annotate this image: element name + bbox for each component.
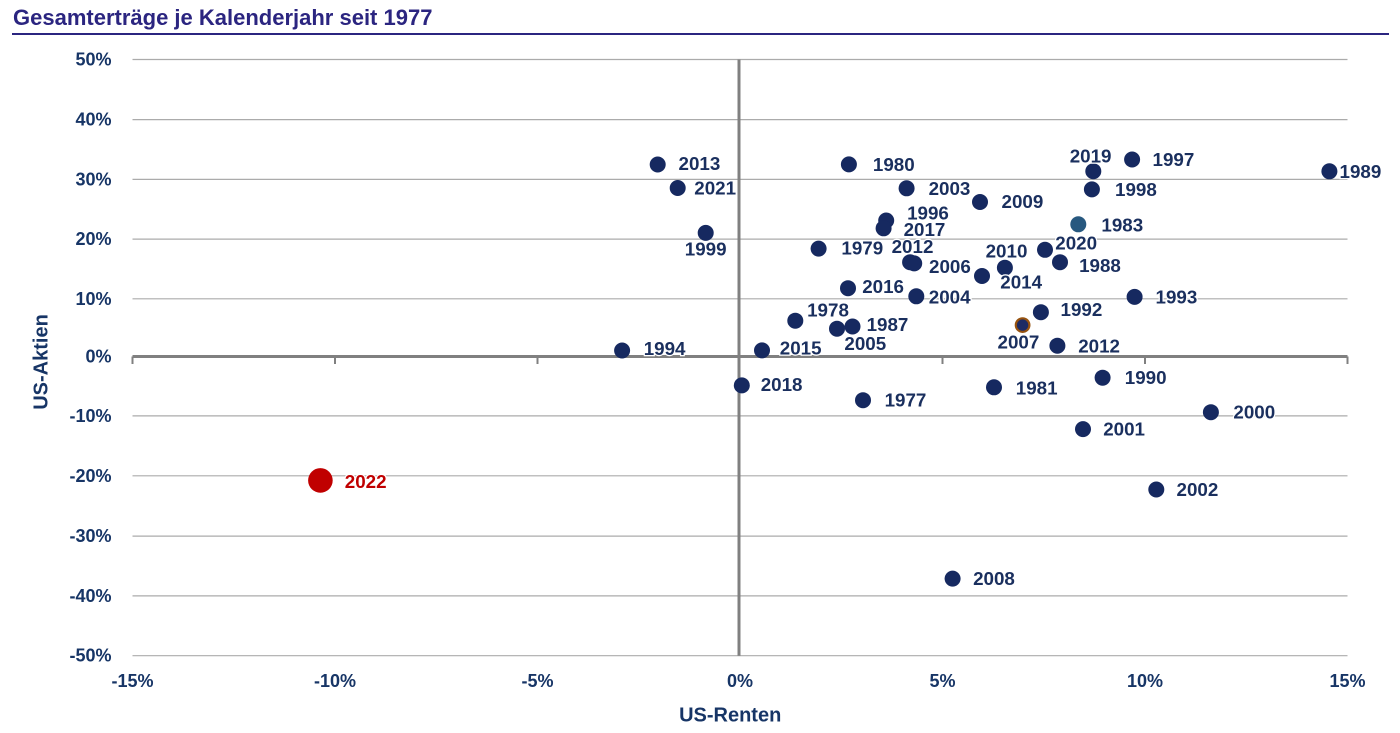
- svg-text:2013: 2013: [679, 153, 721, 174]
- svg-text:1983: 1983: [1101, 215, 1143, 236]
- svg-text:-40%: -40%: [69, 586, 111, 606]
- svg-text:2003: 2003: [929, 178, 971, 199]
- svg-text:2016: 2016: [862, 276, 904, 297]
- svg-text:2014: 2014: [1000, 272, 1042, 293]
- svg-text:2019: 2019: [1070, 146, 1112, 167]
- svg-text:1980: 1980: [873, 154, 915, 175]
- svg-text:2004: 2004: [929, 286, 971, 307]
- svg-text:-50%: -50%: [69, 646, 111, 666]
- svg-text:US-Aktien: US-Aktien: [31, 314, 53, 410]
- svg-text:1996: 1996: [907, 202, 949, 223]
- svg-text:2012: 2012: [1078, 335, 1120, 356]
- svg-text:-5%: -5%: [521, 671, 553, 691]
- svg-text:-30%: -30%: [69, 526, 111, 546]
- svg-text:1997: 1997: [1153, 149, 1195, 170]
- svg-text:2007: 2007: [998, 331, 1040, 352]
- svg-text:1992: 1992: [1061, 299, 1103, 320]
- svg-text:2001: 2001: [1103, 419, 1145, 440]
- svg-text:1979: 1979: [841, 238, 883, 259]
- svg-text:2009: 2009: [1002, 191, 1044, 212]
- svg-text:1999: 1999: [685, 239, 727, 260]
- svg-text:1981: 1981: [1016, 378, 1058, 399]
- svg-text:2021: 2021: [694, 178, 736, 199]
- svg-text:2012: 2012: [892, 236, 934, 257]
- svg-text:1989: 1989: [1340, 161, 1382, 182]
- svg-text:1988: 1988: [1079, 255, 1121, 276]
- svg-text:1977: 1977: [885, 390, 927, 411]
- svg-text:2008: 2008: [973, 568, 1015, 589]
- svg-text:-10%: -10%: [69, 406, 111, 426]
- svg-text:40%: 40%: [75, 110, 111, 130]
- svg-text:-10%: -10%: [314, 671, 356, 691]
- svg-text:1978: 1978: [807, 299, 849, 320]
- svg-text:20%: 20%: [75, 229, 111, 249]
- svg-text:2010: 2010: [986, 240, 1028, 261]
- svg-text:2020: 2020: [1055, 232, 1097, 253]
- svg-text:1998: 1998: [1115, 179, 1157, 200]
- svg-text:30%: 30%: [75, 169, 111, 189]
- svg-text:2018: 2018: [761, 374, 803, 395]
- svg-text:2017: 2017: [904, 219, 946, 240]
- svg-text:-20%: -20%: [69, 466, 111, 486]
- svg-text:1994: 1994: [644, 338, 686, 359]
- svg-text:0%: 0%: [727, 671, 753, 691]
- svg-text:10%: 10%: [1127, 671, 1163, 691]
- svg-text:2006: 2006: [929, 256, 971, 277]
- svg-text:2005: 2005: [844, 333, 886, 354]
- svg-text:2022: 2022: [345, 471, 387, 492]
- svg-text:US-Renten: US-Renten: [679, 705, 781, 727]
- svg-text:10%: 10%: [75, 289, 111, 309]
- svg-text:2015: 2015: [780, 337, 822, 358]
- svg-text:15%: 15%: [1329, 671, 1365, 691]
- svg-text:2000: 2000: [1233, 402, 1275, 423]
- svg-text:1993: 1993: [1156, 286, 1198, 307]
- svg-text:1990: 1990: [1125, 367, 1167, 388]
- svg-text:2002: 2002: [1177, 479, 1219, 500]
- svg-text:1987: 1987: [867, 314, 909, 335]
- svg-text:0%: 0%: [85, 347, 111, 367]
- svg-text:50%: 50%: [75, 50, 111, 70]
- svg-text:5%: 5%: [929, 671, 955, 691]
- svg-text:-15%: -15%: [111, 671, 153, 691]
